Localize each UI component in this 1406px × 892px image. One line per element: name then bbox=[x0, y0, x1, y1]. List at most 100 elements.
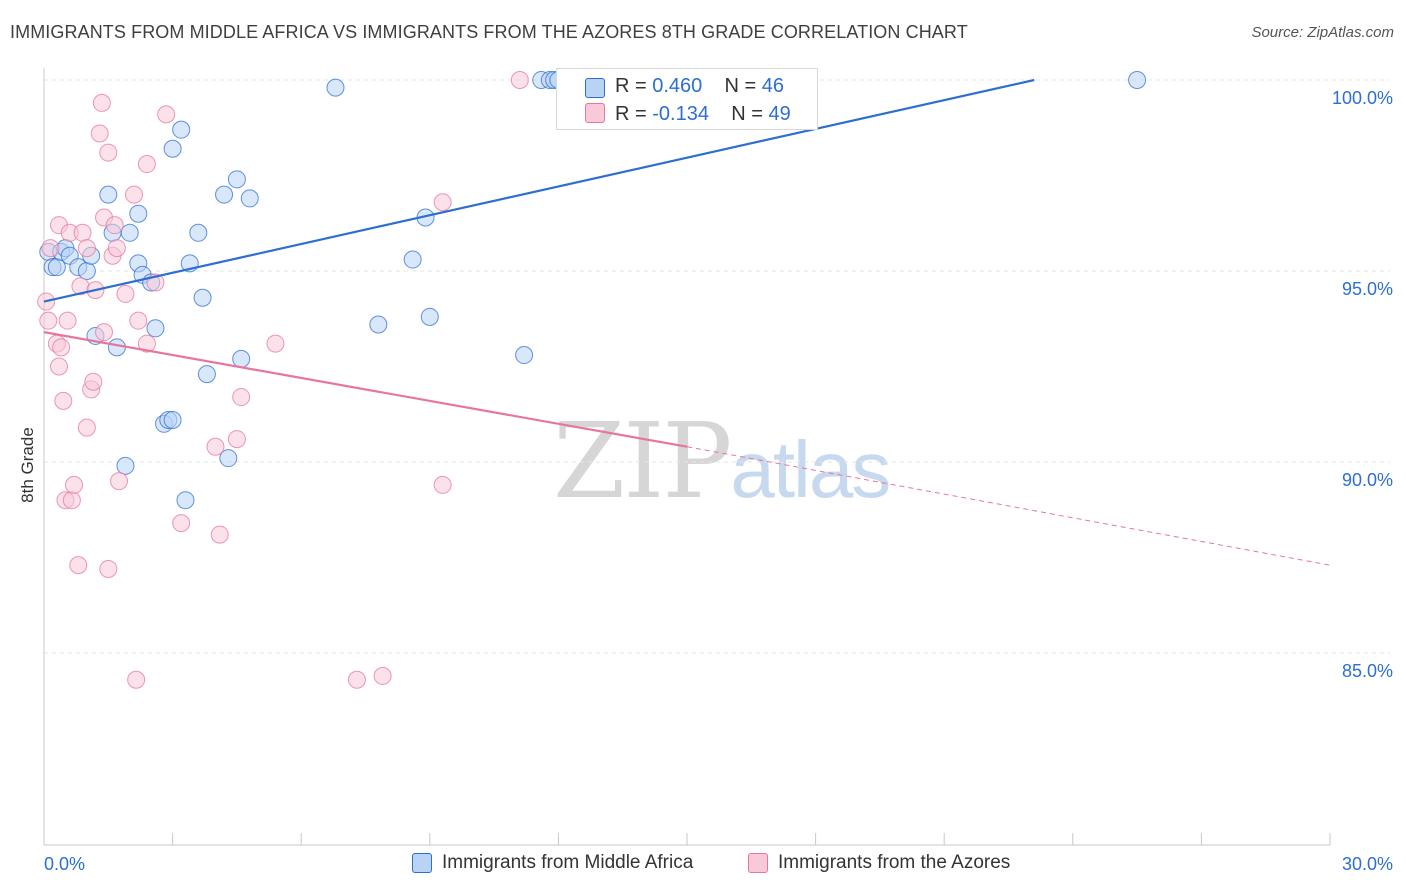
data-point-middle-africa bbox=[129, 204, 148, 223]
data-point-azores bbox=[125, 185, 144, 204]
trend-line-extension-pink bbox=[686, 446, 1331, 566]
data-point-azores bbox=[110, 472, 129, 491]
trend-line-pink bbox=[43, 331, 688, 448]
data-point-azores bbox=[54, 391, 73, 410]
y-tick-label: 100.0% bbox=[1332, 88, 1393, 108]
stats-legend: R = 0.460 N = 46 R = -0.134 N = 49 bbox=[556, 68, 818, 130]
data-point-azores bbox=[433, 475, 452, 494]
r-value: 0.460 bbox=[652, 75, 703, 97]
data-point-azores bbox=[206, 437, 225, 456]
data-point-azores bbox=[105, 216, 124, 235]
data-point-middle-africa bbox=[326, 78, 345, 97]
data-point-azores bbox=[95, 323, 114, 342]
chart-title: IMMIGRANTS FROM MIDDLE AFRICA VS IMMIGRA… bbox=[10, 22, 968, 42]
data-point-azores bbox=[58, 311, 77, 330]
data-point-middle-africa bbox=[1128, 71, 1147, 89]
data-point-middle-africa bbox=[197, 365, 216, 384]
data-point-middle-africa bbox=[163, 410, 182, 429]
stats-swatch-blue bbox=[585, 78, 605, 98]
stats-row-azores: R = -0.134 N = 49 bbox=[585, 103, 791, 126]
y-tick-label: 95.0% bbox=[1342, 279, 1393, 299]
y-tick-label: 90.0% bbox=[1342, 470, 1393, 490]
stats-row-middle-africa: R = 0.460 N = 46 bbox=[585, 75, 784, 98]
data-point-azores bbox=[127, 670, 146, 689]
data-point-middle-africa bbox=[77, 262, 96, 280]
data-point-azores bbox=[137, 334, 156, 353]
data-point-azores bbox=[77, 418, 96, 437]
data-point-azores bbox=[510, 71, 529, 89]
data-point-azores bbox=[137, 155, 156, 174]
data-point-azores bbox=[77, 239, 96, 258]
r-value: -0.134 bbox=[652, 103, 709, 125]
data-point-azores bbox=[90, 124, 109, 143]
data-point-azores bbox=[116, 284, 135, 303]
data-point-azores bbox=[52, 338, 71, 357]
data-point-middle-africa bbox=[215, 185, 234, 204]
data-point-azores bbox=[172, 514, 191, 533]
data-point-azores bbox=[99, 559, 118, 578]
x-tick-label: 30.0% bbox=[1342, 854, 1393, 874]
data-point-azores bbox=[347, 670, 366, 689]
data-point-middle-africa bbox=[176, 491, 195, 510]
legend: Immigrants from Middle Africa Immigrants… bbox=[0, 852, 1406, 878]
legend-swatch-pink bbox=[748, 853, 768, 873]
data-point-azores bbox=[65, 475, 84, 494]
data-point-middle-africa bbox=[107, 338, 126, 357]
data-point-middle-africa bbox=[369, 315, 388, 334]
watermark-atlas: atlas bbox=[730, 425, 891, 514]
data-point-middle-africa bbox=[232, 349, 251, 368]
watermark: ZIPatlas bbox=[553, 400, 891, 522]
data-point-azores bbox=[433, 193, 452, 212]
data-point-middle-africa bbox=[172, 120, 191, 139]
data-point-azores bbox=[73, 223, 92, 242]
data-point-middle-africa bbox=[116, 456, 135, 475]
legend-swatch-blue bbox=[412, 853, 432, 873]
n-label: N = bbox=[731, 103, 769, 125]
legend-label: Immigrants from the Azores bbox=[778, 852, 1011, 873]
data-point-middle-africa bbox=[515, 346, 534, 365]
data-point-azores bbox=[92, 93, 111, 112]
data-point-azores bbox=[41, 239, 60, 258]
data-point-middle-africa bbox=[403, 250, 422, 269]
trend-line-blue bbox=[43, 78, 1035, 303]
legend-item-azores[interactable]: Immigrants from the Azores bbox=[748, 852, 1010, 874]
data-point-azores bbox=[99, 143, 118, 162]
data-point-azores bbox=[62, 491, 81, 510]
data-point-azores bbox=[69, 556, 88, 575]
r-label: R = bbox=[615, 103, 653, 125]
data-point-middle-africa bbox=[420, 307, 439, 326]
r-label: R = bbox=[615, 75, 653, 97]
data-point-middle-africa bbox=[219, 449, 238, 468]
data-point-middle-africa bbox=[193, 288, 212, 307]
n-value: 49 bbox=[768, 103, 791, 125]
y-tick-label: 85.0% bbox=[1342, 661, 1393, 681]
data-point-azores bbox=[373, 666, 392, 685]
data-point-azores bbox=[227, 430, 246, 449]
legend-label: Immigrants from Middle Africa bbox=[442, 852, 694, 873]
stats-swatch-pink bbox=[585, 103, 605, 123]
data-point-middle-africa bbox=[240, 189, 259, 208]
data-point-middle-africa bbox=[99, 185, 118, 204]
data-point-azores bbox=[232, 388, 251, 407]
n-value: 46 bbox=[761, 75, 785, 97]
data-point-azores bbox=[50, 357, 69, 376]
data-point-middle-africa bbox=[163, 139, 182, 158]
data-point-middle-africa bbox=[227, 170, 246, 189]
x-tick-label: 0.0% bbox=[44, 854, 85, 874]
n-label: N = bbox=[724, 75, 762, 97]
data-point-azores bbox=[157, 105, 176, 124]
watermark-zip: ZIP bbox=[553, 400, 732, 522]
legend-item-middle-africa[interactable]: Immigrants from Middle Africa bbox=[412, 852, 693, 874]
y-axis-label: 8th Grade bbox=[18, 427, 37, 503]
source-label: Source: ZipAtlas.com bbox=[1251, 24, 1394, 41]
data-point-azores bbox=[39, 311, 58, 330]
data-point-azores bbox=[210, 525, 229, 544]
data-point-azores bbox=[107, 239, 126, 258]
data-point-azores bbox=[129, 311, 148, 330]
data-point-middle-africa bbox=[189, 223, 208, 242]
data-point-middle-africa bbox=[146, 319, 165, 338]
data-point-azores bbox=[266, 334, 285, 353]
data-point-middle-africa bbox=[120, 223, 139, 242]
data-point-azores bbox=[84, 372, 103, 391]
